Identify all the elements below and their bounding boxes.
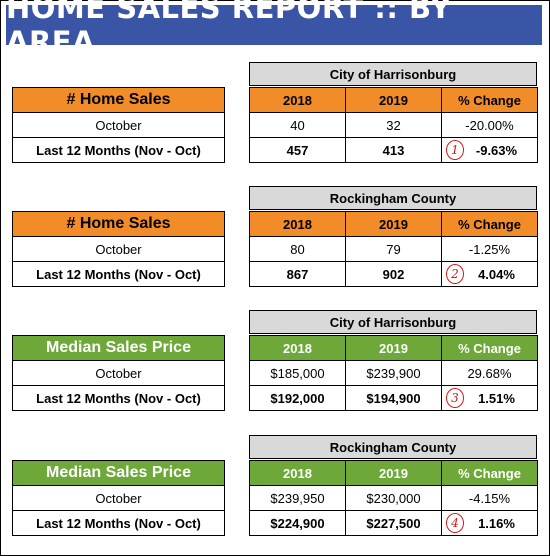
row-label: October	[12, 112, 225, 138]
row-label: October	[12, 485, 225, 511]
value-change: 29.68%	[441, 360, 538, 386]
row-label: Last 12 Months (Nov - Oct)	[12, 137, 225, 163]
col-2019: 2019	[345, 460, 442, 486]
area-header: Rockingham County	[249, 435, 537, 459]
col-change: % Change	[441, 335, 538, 361]
value-2018: $185,000	[249, 360, 346, 386]
value-change: -9.63%	[475, 142, 518, 158]
value-2018: 80	[249, 236, 346, 262]
row-label: Last 12 Months (Nov - Oct)	[12, 510, 225, 536]
area-header: City of Harrisonburg	[249, 62, 537, 86]
circled-number-marker: 3	[446, 388, 464, 408]
value-change-cell: 3 1.51%	[441, 385, 538, 411]
value-change-cell: 4 1.16%	[441, 510, 538, 536]
value-2019: 79	[345, 236, 442, 262]
value-2019: 32	[345, 112, 442, 138]
row-label: October	[12, 236, 225, 262]
header-row: Median Sales Price 2018 2019 % Change	[12, 335, 538, 361]
col-2018: 2018	[249, 460, 346, 486]
section-harrisonburg-price: City of Harrisonburg Median Sales Price …	[0, 310, 550, 420]
col-2019: 2019	[345, 335, 442, 361]
area-header: City of Harrisonburg	[249, 310, 537, 334]
value-2018: $192,000	[249, 385, 346, 411]
value-2018: $224,900	[249, 510, 346, 536]
data-table: # Home Sales 2018 2019 % Change October …	[12, 87, 538, 163]
section-harrisonburg-sales: City of Harrisonburg # Home Sales 2018 2…	[0, 62, 550, 172]
value-change: 4.04%	[478, 266, 515, 282]
value-2019: $227,500	[345, 510, 442, 536]
col-change: % Change	[441, 460, 538, 486]
table-row: October 80 79 -1.25%	[12, 236, 538, 262]
value-change-cell: 2 4.04%	[441, 261, 538, 287]
value-change: -1.25%	[441, 236, 538, 262]
value-2018: $239,950	[249, 485, 346, 511]
table-row: October $185,000 $239,900 29.68%	[12, 360, 538, 386]
value-change: 1.51%	[478, 390, 515, 406]
metric-header: # Home Sales	[12, 87, 225, 113]
metric-header: # Home Sales	[12, 211, 225, 237]
table-row: Last 12 Months (Nov - Oct) 457 413 1 -9.…	[12, 137, 538, 163]
value-change-cell: 1 -9.63%	[441, 137, 538, 163]
circled-number-marker: 4	[446, 513, 464, 533]
table-row: Last 12 Months (Nov - Oct) $192,000 $194…	[12, 385, 538, 411]
value-2018: 867	[249, 261, 346, 287]
data-table: Median Sales Price 2018 2019 % Change Oc…	[12, 335, 538, 411]
value-2019: $239,900	[345, 360, 442, 386]
value-2018: 40	[249, 112, 346, 138]
table-row: October $239,950 $230,000 -4.15%	[12, 485, 538, 511]
value-2019: 902	[345, 261, 442, 287]
col-change: % Change	[441, 87, 538, 113]
section-rockingham-price: Rockingham County Median Sales Price 201…	[0, 435, 550, 545]
table-row: Last 12 Months (Nov - Oct) 867 902 2 4.0…	[12, 261, 538, 287]
value-2019: $230,000	[345, 485, 442, 511]
value-change: 1.16%	[478, 515, 515, 531]
section-rockingham-sales: Rockingham County # Home Sales 2018 2019…	[0, 186, 550, 296]
value-change: -4.15%	[441, 485, 538, 511]
col-2018: 2018	[249, 211, 346, 237]
header-row: # Home Sales 2018 2019 % Change	[12, 211, 538, 237]
col-2019: 2019	[345, 211, 442, 237]
row-label: Last 12 Months (Nov - Oct)	[12, 261, 225, 287]
circled-number-marker: 2	[446, 264, 464, 284]
area-header: Rockingham County	[249, 186, 537, 210]
table-row: Last 12 Months (Nov - Oct) $224,900 $227…	[12, 510, 538, 536]
value-change: -20.00%	[441, 112, 538, 138]
metric-header: Median Sales Price	[12, 460, 225, 486]
circled-number-marker: 1	[446, 140, 464, 160]
value-2019: 413	[345, 137, 442, 163]
row-label: October	[12, 360, 225, 386]
col-2019: 2019	[345, 87, 442, 113]
col-2018: 2018	[249, 87, 346, 113]
data-table: # Home Sales 2018 2019 % Change October …	[12, 211, 538, 287]
col-change: % Change	[441, 211, 538, 237]
row-label: Last 12 Months (Nov - Oct)	[12, 385, 225, 411]
value-2018: 457	[249, 137, 346, 163]
value-2019: $194,900	[345, 385, 442, 411]
data-table: Median Sales Price 2018 2019 % Change Oc…	[12, 460, 538, 536]
report-title: HOME SALES REPORT :: BY AREA	[6, 0, 542, 59]
table-row: October 40 32 -20.00%	[12, 112, 538, 138]
col-2018: 2018	[249, 335, 346, 361]
header-row: # Home Sales 2018 2019 % Change	[12, 87, 538, 113]
header-row: Median Sales Price 2018 2019 % Change	[12, 460, 538, 486]
metric-header: Median Sales Price	[12, 335, 225, 361]
